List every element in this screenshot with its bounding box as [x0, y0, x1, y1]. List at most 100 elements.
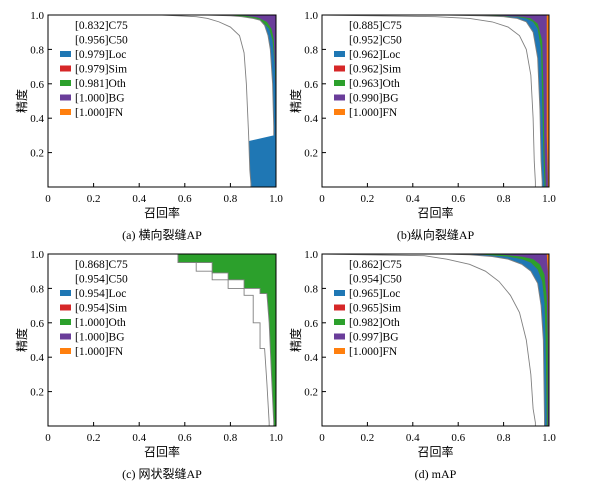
legend-label-loc: [0.954]Loc — [75, 288, 126, 300]
x-tick-label: 0.8 — [497, 432, 511, 444]
legend-swatch-bg — [60, 333, 71, 340]
y-tick-label: 1.0 — [304, 249, 318, 261]
x-tick-label: 0.4 — [406, 193, 420, 205]
legend-label-c50: [0.954]C50 — [75, 274, 128, 286]
y-tick-label: 0.8 — [30, 44, 44, 56]
legend-label-bg: [1.000]BG — [75, 93, 125, 105]
y-tick-label: 0.2 — [30, 387, 44, 399]
legend: [0.885]C75 [0.952]C50 [0.962]Loc [0.962]Sim… — [334, 20, 402, 119]
legend-swatch-bg — [60, 94, 71, 101]
series-line-c50 — [48, 253, 275, 426]
y-tick-label: 0.8 — [304, 283, 318, 295]
legend-swatch-sim — [334, 65, 345, 72]
x-tick-label: 0.4 — [132, 193, 146, 205]
series-line-c75 — [48, 14, 252, 187]
x-tick-label: 0 — [45, 193, 51, 205]
x-tick-label: 0.8 — [224, 432, 238, 444]
x-tick-label: 0.6 — [178, 193, 192, 205]
legend-label-sim: [0.979]Sim — [75, 64, 127, 76]
legend-label-fn: [1.000]FN — [75, 346, 124, 358]
legend-label-fn: [1.000]FN — [349, 346, 398, 358]
legend-swatch-bg — [334, 333, 345, 340]
series-area-c75 — [48, 15, 251, 187]
y-tick-label: 0.8 — [304, 44, 318, 56]
series-line-c50 — [322, 14, 543, 187]
y-tick-label: 0.2 — [30, 148, 44, 160]
y-tick-label: 0.8 — [30, 283, 44, 295]
axes-frame — [321, 14, 550, 188]
legend-swatch-sim — [60, 65, 71, 72]
y-tick-label: 0.4 — [30, 113, 44, 125]
legend-label-fn: [1.000]FN — [349, 107, 398, 119]
legend-label-loc: [0.979]Loc — [75, 49, 126, 61]
legend-swatch-fn — [334, 348, 345, 354]
x-tick-label: 0.8 — [224, 193, 238, 205]
y-tick-label: 1.0 — [30, 10, 44, 22]
x-axis-label: 召回率 — [144, 205, 180, 220]
panel-caption: (c) 网状裂缝AP — [122, 466, 202, 481]
legend: [0.862]C75 [0.954]C50 [0.965]Loc [0.965]Sim… — [334, 259, 402, 358]
legend-label-fn: [1.000]FN — [75, 107, 124, 119]
chart-panel-4: 0 0.2 0.4 0.6 0.8 1.0 0.2 0.4 0.6 0.8 1.0 召回率 精度 (d) … — [288, 249, 556, 481]
panel-caption: (a) 横向裂缝AP — [122, 227, 202, 242]
legend-label-oth: [1.000]Oth — [75, 317, 126, 329]
y-tick-label: 0.6 — [30, 318, 44, 330]
axes-frame — [47, 14, 277, 188]
x-tick-label: 1.0 — [269, 193, 283, 205]
legend-swatch-sim — [60, 304, 71, 311]
y-tick-label: 0.2 — [304, 387, 318, 399]
legend-swatch-loc — [60, 290, 71, 296]
x-axis-label: 召回率 — [417, 205, 453, 220]
series-line-c50 — [322, 253, 545, 426]
series-line-c75 — [321, 14, 536, 187]
axes-frame — [47, 253, 277, 427]
panel-caption: (b)纵向裂缝AP — [397, 227, 475, 242]
y-axis-label: 精度 — [14, 89, 29, 113]
x-tick-label: 0.2 — [361, 432, 375, 444]
chart-panel-1: 0 0.2 0.4 0.6 0.8 1.0 0.2 0.4 0.6 0.8 1.0 召回率 精度 (a) … — [14, 10, 283, 242]
legend-label-sim: [0.965]Sim — [349, 303, 401, 315]
y-axis-label: 精度 — [288, 89, 303, 113]
legend-swatch-loc — [334, 290, 345, 296]
y-tick-label: 0.4 — [30, 352, 44, 364]
legend-label-bg: [1.000]BG — [75, 332, 125, 344]
panel-caption: (d) mAP — [415, 467, 457, 481]
legend-swatch-fn — [334, 109, 345, 115]
legend-swatch-loc — [60, 51, 71, 57]
x-axis-label: 召回率 — [144, 444, 180, 459]
legend-swatch-bg — [334, 94, 345, 101]
legend-label-c50: [0.952]C50 — [349, 35, 402, 47]
legend-label-sim: [0.962]Sim — [349, 64, 401, 76]
x-tick-label: 0 — [45, 432, 51, 444]
legend-label-loc: [0.965]Loc — [349, 288, 400, 300]
legend-swatch-oth — [334, 319, 345, 325]
y-tick-label: 0.2 — [304, 148, 318, 160]
x-tick-label: 0.4 — [132, 432, 146, 444]
x-tick-label: 0.2 — [87, 193, 101, 205]
chart-panel-2: 0 0.2 0.4 0.6 0.8 1.0 0.2 0.4 0.6 0.8 1.0 召回率 精度 (b)纵… — [288, 10, 556, 242]
legend: [0.832]C75 [0.956]C50 [0.979]Loc [0.979]Sim… — [60, 20, 128, 119]
legend-label-bg: [0.997]BG — [349, 332, 399, 344]
legend-swatch-oth — [60, 80, 71, 86]
y-axis-label: 精度 — [288, 328, 303, 352]
axes-frame — [321, 253, 550, 427]
x-tick-label: 0 — [319, 193, 325, 205]
y-tick-label: 0.4 — [304, 352, 318, 364]
chart-panel-3: 0 0.2 0.4 0.6 0.8 1.0 0.2 0.4 0.6 0.8 1.0 召回率 精度 (c) … — [14, 249, 283, 481]
legend-label-oth: [0.963]Oth — [349, 78, 400, 90]
x-axis-label: 召回率 — [417, 444, 453, 459]
x-tick-label: 1.0 — [542, 193, 556, 205]
series-area-c75 — [322, 15, 536, 187]
x-tick-label: 0 — [319, 432, 325, 444]
x-tick-label: 0.4 — [406, 432, 420, 444]
legend-label-bg: [0.990]BG — [349, 93, 399, 105]
legend-label-c75: [0.862]C75 — [349, 259, 402, 271]
x-tick-label: 1.0 — [542, 432, 556, 444]
legend-label-c75: [0.832]C75 — [75, 20, 128, 32]
y-tick-label: 0.6 — [304, 318, 318, 330]
x-tick-label: 0.2 — [361, 193, 375, 205]
x-tick-label: 1.0 — [269, 432, 283, 444]
y-tick-label: 1.0 — [304, 10, 318, 22]
x-tick-label: 0.6 — [451, 193, 465, 205]
